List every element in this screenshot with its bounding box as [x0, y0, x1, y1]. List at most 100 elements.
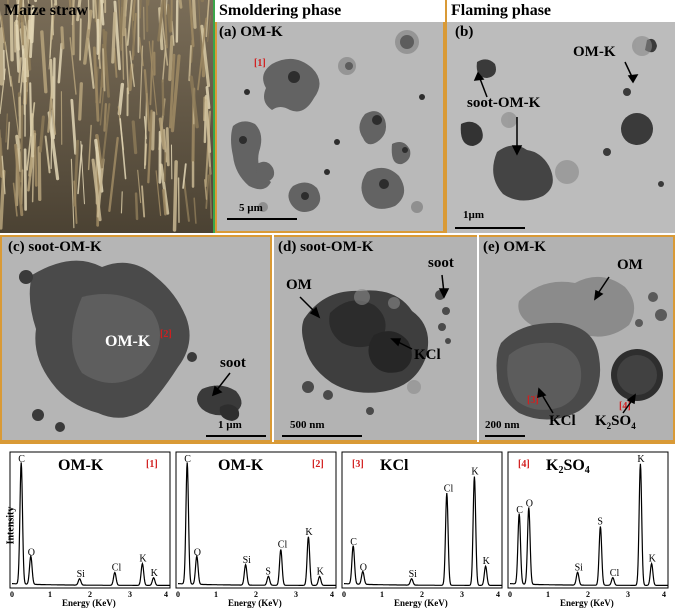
arrow-c: [211, 372, 231, 397]
panel-c-label: (c) soot-OM-K: [8, 239, 102, 255]
peak-label: Si: [575, 563, 584, 574]
spectra-frame: [0, 442, 675, 612]
panel-a-label: (a) OM-K: [219, 24, 283, 40]
scale-bar-e: [485, 435, 525, 437]
peak-label: K: [649, 554, 657, 565]
spectrum-marker: [1]: [146, 459, 158, 470]
smoldering-header: Smoldering phase: [219, 2, 342, 19]
peak-label: C: [350, 537, 357, 548]
spectrum-marker: [4]: [518, 459, 530, 470]
energy-axis-label: Energy (KeV): [228, 598, 282, 608]
tick-label: 1: [214, 590, 218, 599]
label-om-k-b: OM-K: [573, 44, 616, 60]
peak-label: O: [28, 547, 35, 558]
tick-label: 0: [10, 590, 14, 599]
tick-label: 3: [460, 590, 464, 599]
tick-label: 3: [128, 590, 132, 599]
energy-axis-label: Energy (KeV): [62, 598, 116, 608]
peak-label: K: [471, 467, 479, 478]
arrows-e: [537, 276, 636, 414]
peak-label: C: [516, 505, 523, 516]
marker-3: [3]: [527, 395, 539, 406]
tick-label: 1: [48, 590, 52, 599]
marker-2: [2]: [160, 329, 172, 340]
label-om-e: OM: [617, 257, 643, 273]
peak-label: C: [184, 454, 191, 465]
spectrum-marker: [2]: [312, 459, 324, 470]
label-kcl-d: KCl: [414, 347, 441, 363]
peak-label: Cl: [444, 483, 454, 494]
peak-label: S: [265, 566, 271, 577]
marker-1: [1]: [254, 58, 266, 69]
energy-axis-label: Energy (KeV): [560, 598, 614, 608]
peak-label: O: [360, 563, 367, 574]
peak-label: K: [305, 527, 313, 538]
marker-4: [4]: [619, 401, 631, 412]
spectrum-frame: [507, 451, 669, 589]
label-soot-d: soot: [428, 255, 454, 271]
tick-label: 0: [176, 590, 180, 599]
scale-bar-a: [227, 218, 297, 220]
label-k2so4-e: K2SO4: [595, 413, 636, 431]
scale-bar-b: [455, 227, 525, 229]
tick-label: 3: [626, 590, 630, 599]
spectrum-line: [12, 462, 170, 586]
energy-axis-label: Energy (KeV): [394, 598, 448, 608]
tick-label: 0: [342, 590, 346, 599]
peak-label: Si: [243, 555, 252, 566]
spectrum-title: OM-K: [218, 457, 264, 474]
label-soot-om-k-b: soot-OM-K: [467, 95, 541, 111]
orange-divider-top: [445, 0, 447, 233]
spectrum-frame: [341, 451, 503, 589]
tick-label: 2: [254, 590, 258, 599]
scale-bar-c: [206, 435, 266, 437]
peak-label: Cl: [610, 568, 620, 579]
peak-label: O: [194, 547, 201, 558]
scale-label-a: 5 µm: [239, 202, 263, 214]
label-om-d: OM: [286, 277, 312, 293]
tick-label: 2: [586, 590, 590, 599]
tick-label: 2: [420, 590, 424, 599]
label-kcl-e: KCl: [549, 413, 576, 429]
spectrum-title: K2SO4: [546, 457, 590, 476]
tick-label: 4: [662, 590, 666, 599]
scale-label-b: 1µm: [463, 209, 485, 221]
tick-label: 1: [546, 590, 550, 599]
spectrum-line: [510, 463, 668, 586]
maize-straw-title: Maize straw: [4, 2, 88, 19]
arrows-b: [473, 61, 639, 156]
scale-bar-d: [282, 435, 362, 437]
panel-a-smoldering: 5 µm [1]: [215, 22, 445, 233]
tick-label: 2: [88, 590, 92, 599]
peak-label: Si: [409, 569, 418, 580]
peak-label: K: [483, 556, 491, 567]
tick-label: 3: [294, 590, 298, 599]
peak-label: K: [151, 568, 159, 579]
spectrum-title: KCl: [380, 457, 409, 474]
peak-label: S: [597, 517, 603, 528]
peak-label: Cl: [112, 563, 122, 574]
peak-label: K: [139, 554, 147, 565]
panel-c: (c) soot-OM-K OM-K [2] soot 1 µm: [0, 235, 272, 442]
scale-label-d: 500 nm: [290, 419, 325, 431]
scale-label-e: 200 nm: [485, 419, 520, 431]
panel-d-label: (d) soot-OM-K: [278, 239, 374, 255]
spectrum-line: [344, 476, 502, 586]
tick-label: 4: [164, 590, 168, 599]
spectrum-marker: [3]: [352, 459, 364, 470]
flaming-header: Flaming phase: [451, 2, 552, 19]
tick-label: 0: [508, 590, 512, 599]
panel-e-label: (e) OM-K: [483, 239, 546, 255]
spectrum-title: OM-K: [58, 457, 104, 474]
green-divider: [213, 0, 215, 233]
label-om-k-c: OM-K: [105, 333, 151, 350]
maize-straw-photo: Maize straw: [0, 0, 213, 233]
tick-label: 1: [380, 590, 384, 599]
arrows-d: [299, 274, 450, 350]
peak-label: K: [637, 454, 645, 465]
label-soot-c: soot: [220, 355, 246, 371]
tick-label: 4: [496, 590, 500, 599]
spectrum-frame: [175, 451, 337, 589]
spectrum-frame: [9, 451, 171, 589]
